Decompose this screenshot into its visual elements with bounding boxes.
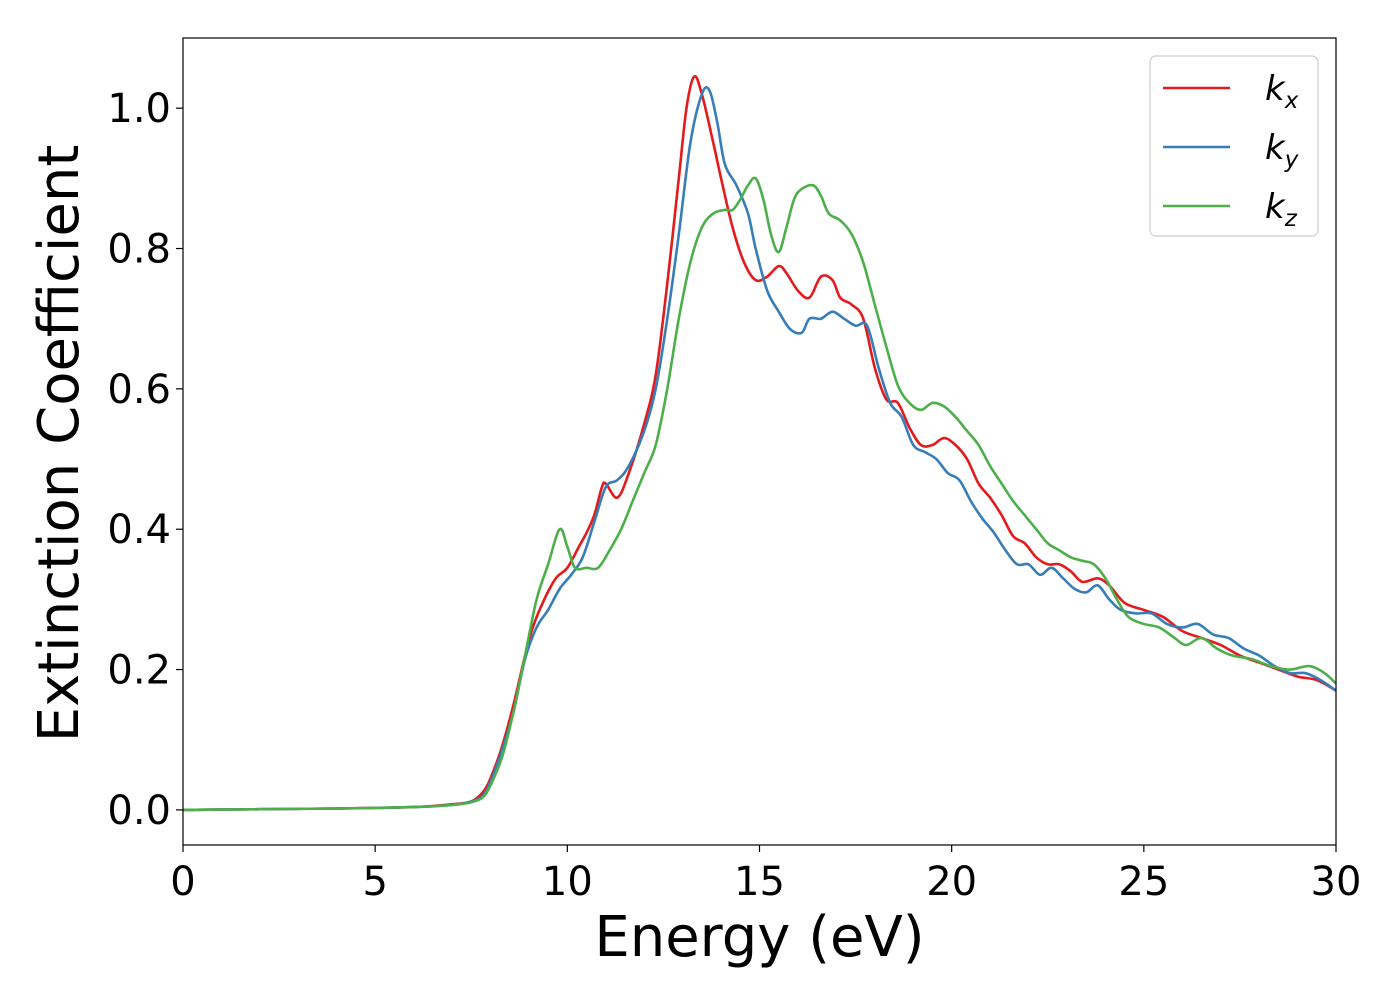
x-tick-label: 15 — [734, 859, 785, 905]
series-layer — [183, 74, 1336, 812]
x-tick-label: 30 — [1311, 859, 1362, 905]
legend-label: kz — [1265, 187, 1298, 232]
x-tick-label: 0 — [170, 859, 195, 905]
y-tick-label: 0.4 — [107, 507, 171, 553]
x-tick-label: 20 — [926, 859, 977, 905]
series-line-y — [183, 86, 1336, 812]
x-tick-label: 5 — [362, 859, 387, 905]
legend-box — [1149, 55, 1319, 237]
y-tick-label: 0.8 — [107, 227, 171, 273]
y-axis-label: Extinction Coefficient — [27, 145, 92, 743]
y-tick-label: 0.2 — [107, 648, 171, 694]
legend-label: kx — [1265, 69, 1299, 114]
x-tick-label: 25 — [1118, 859, 1169, 905]
y-tick-label: 0.0 — [107, 788, 171, 834]
legend: kx ky kz — [1149, 55, 1319, 237]
x-axis-ticks: 0 5 10 15 20 25 30 — [170, 845, 1361, 905]
y-tick-label: 0.6 — [107, 367, 171, 413]
series-line-z — [183, 176, 1336, 812]
series-line-x — [183, 74, 1336, 812]
y-tick-label: 1.0 — [107, 86, 171, 132]
y-axis-ticks: 0.0 0.2 0.4 0.6 0.8 1.0 — [107, 86, 183, 834]
x-tick-label: 10 — [542, 859, 593, 905]
x-axis-label: Energy (eV) — [594, 905, 924, 970]
legend-label: ky — [1265, 128, 1299, 173]
